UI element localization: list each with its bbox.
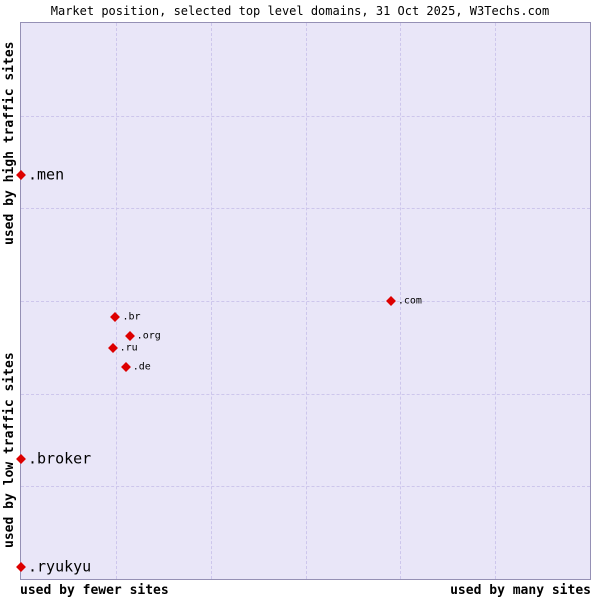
grid-line-vertical <box>495 23 497 579</box>
grid-line-horizontal <box>21 393 590 395</box>
data-point-label: .ru <box>119 341 138 353</box>
grid-line-horizontal <box>21 301 590 302</box>
diamond-marker-icon <box>124 331 135 341</box>
grid-line-vertical <box>115 23 117 579</box>
data-point-label: .ryukyu <box>28 557 92 576</box>
data-point-label: .org <box>136 330 161 342</box>
plot-area: .men .broker .ryukyu .com .br .org .ru .de <box>16 22 591 580</box>
diamond-marker-icon <box>16 562 26 573</box>
grid-line-vertical <box>305 23 307 579</box>
data-point-label: .com <box>397 295 422 307</box>
data-point-label: .broker <box>28 450 92 469</box>
diamond-marker-icon <box>385 296 396 306</box>
grid-line-horizontal <box>21 115 590 117</box>
grid-line-horizontal <box>21 486 590 488</box>
diamond-marker-icon <box>120 361 131 372</box>
grid-line-vertical <box>210 23 212 579</box>
chart-title: Market position, selected top level doma… <box>50 4 550 18</box>
y-axis-label-low-traffic: used by low traffic sites <box>2 352 17 548</box>
data-point-label: .men <box>28 165 65 184</box>
data-point-label: .de <box>132 360 151 372</box>
y-axis-label-high-traffic: used by high traffic sites <box>2 41 17 245</box>
diamond-marker-icon <box>107 342 118 353</box>
data-point-label: .br <box>122 311 141 323</box>
diamond-marker-icon <box>110 312 121 323</box>
grid-line-horizontal <box>21 208 590 210</box>
x-axis-label-many-sites: used by many sites <box>450 583 591 598</box>
x-axis-label-fewer-sites: used by fewer sites <box>20 583 169 598</box>
